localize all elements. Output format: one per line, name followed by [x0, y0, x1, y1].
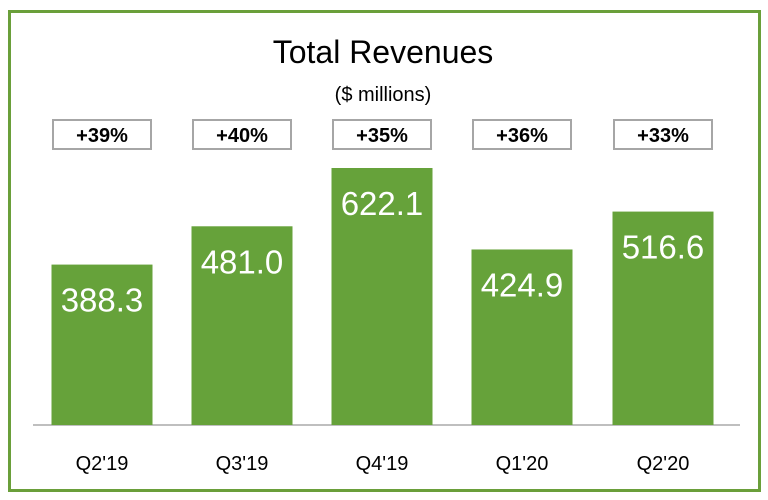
growth-box	[52, 119, 152, 150]
bar	[612, 211, 714, 425]
growth-label: +40%	[216, 125, 268, 147]
x-tick-label: Q4'19	[356, 453, 409, 475]
chart-title: Total Revenues	[273, 34, 494, 70]
chart-frame	[8, 10, 761, 492]
growth-label: +33%	[637, 125, 689, 147]
growth-label: +35%	[356, 125, 408, 147]
x-tick-label: Q2'19	[76, 453, 129, 475]
bar-value-label: 481.0	[201, 243, 284, 280]
chart-subtitle: ($ millions)	[335, 84, 432, 106]
growth-box	[472, 119, 572, 150]
bar	[191, 226, 293, 425]
growth-label: +39%	[76, 125, 128, 147]
bar-value-label: 516.6	[622, 229, 705, 266]
bar	[331, 168, 433, 425]
x-tick-label: Q2'20	[637, 453, 690, 475]
growth-box	[332, 119, 432, 150]
growth-box	[613, 119, 713, 150]
bar	[471, 249, 573, 425]
bar-value-label: 424.9	[481, 266, 564, 303]
bar	[51, 264, 153, 425]
growth-label: +36%	[496, 125, 548, 147]
x-tick-label: Q3'19	[216, 453, 269, 475]
x-tick-label: Q1'20	[496, 453, 549, 475]
bar-value-label: 388.3	[61, 282, 144, 319]
growth-box	[192, 119, 292, 150]
bar-value-label: 622.1	[341, 185, 424, 222]
